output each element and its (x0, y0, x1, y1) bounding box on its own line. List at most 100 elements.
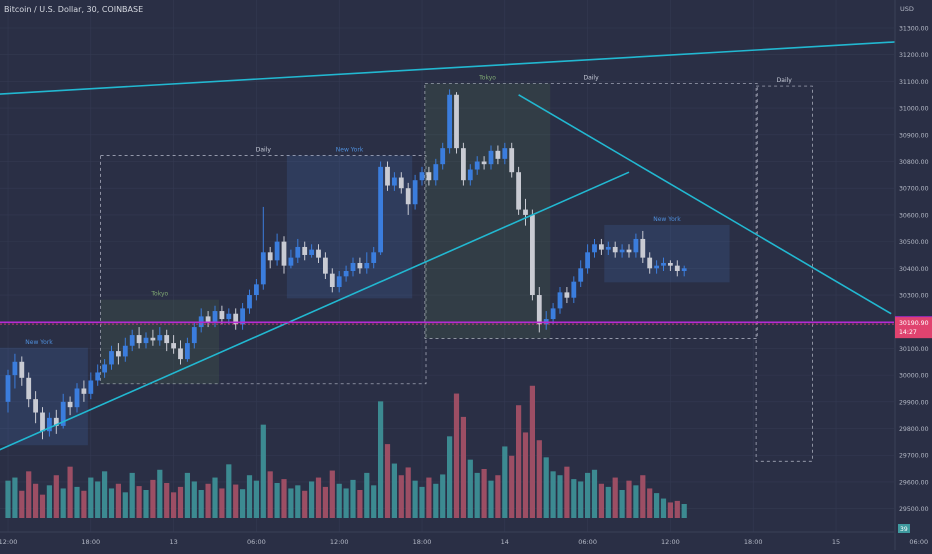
candle (88, 372, 94, 400)
candle-body (536, 295, 542, 325)
volume-bar (129, 472, 135, 518)
volume-bar (246, 475, 253, 518)
volume-bar (267, 471, 273, 518)
candle (150, 329, 156, 346)
session-label: Tokyo (150, 291, 168, 298)
candle (254, 279, 259, 301)
candle-body (447, 94, 452, 149)
candle (612, 241, 618, 258)
volume-bar (95, 481, 101, 518)
candle-body (467, 169, 473, 181)
session-label: Daily (777, 77, 793, 84)
candle-body (171, 343, 176, 349)
x-tick-label: 06:00 (578, 538, 597, 546)
trendline (0, 171, 630, 451)
volume-bar (488, 480, 494, 518)
candle-body (316, 249, 321, 258)
candle (302, 241, 308, 261)
volume-bar (640, 475, 646, 518)
volume-bar (81, 490, 87, 518)
candle-body (350, 262, 356, 271)
candle-body (5, 375, 11, 402)
volume-bar (205, 483, 211, 518)
candle (53, 409, 59, 434)
candle (33, 391, 38, 424)
volume-bar (647, 488, 653, 518)
candle (281, 236, 287, 274)
volume-bar (474, 472, 480, 518)
candle (129, 329, 135, 352)
volume-bar (108, 488, 115, 518)
candle (440, 142, 446, 170)
candle-body (323, 257, 328, 274)
candle (329, 268, 335, 293)
volume-bar (419, 486, 425, 518)
candle-body (385, 166, 390, 186)
volume-bar (240, 489, 246, 518)
volume-bar (529, 385, 535, 518)
volume-bar (440, 474, 446, 518)
candle (343, 265, 349, 282)
candle (633, 233, 639, 258)
candle-body (419, 172, 425, 181)
volume-bar (12, 477, 18, 518)
volume-bar (447, 436, 453, 518)
volume-bar (122, 492, 128, 518)
volume-bar (612, 477, 618, 518)
candle (661, 257, 666, 271)
candle (233, 308, 239, 330)
candle-body (605, 246, 611, 250)
candle (426, 166, 432, 186)
candle-body (260, 252, 266, 285)
candle-body (240, 308, 245, 325)
volume-bar (164, 483, 170, 518)
trendline (0, 38, 932, 95)
volume-bar (591, 469, 598, 518)
candle (157, 327, 163, 346)
candle-body (329, 273, 335, 288)
volume-bar (281, 479, 287, 518)
candle (109, 345, 114, 370)
candle-body (640, 238, 646, 258)
volume-bar (681, 504, 687, 518)
candle (523, 198, 528, 226)
candle (605, 241, 611, 255)
candle-body (371, 252, 377, 263)
volume-bar (88, 477, 94, 518)
y-tick-label: 30700.00 (899, 186, 929, 193)
volume-bar (536, 440, 542, 518)
candle-body (281, 241, 287, 266)
candle-body (599, 244, 604, 250)
candle (454, 92, 459, 154)
candle (116, 343, 121, 365)
candle-body (95, 372, 101, 381)
candle (81, 380, 87, 402)
x-tick-label: 15 (832, 538, 840, 546)
candle (495, 145, 501, 165)
candle-body (116, 351, 121, 357)
y-tick-label: 31300.00 (899, 26, 929, 33)
candle-body (191, 327, 197, 344)
candle (592, 238, 597, 258)
candle-body (392, 177, 397, 186)
volume-bar (302, 490, 308, 518)
candle-body (33, 399, 38, 413)
volume-bar (150, 479, 156, 518)
candle-body (550, 308, 556, 320)
volume-bar (74, 486, 80, 518)
volume-bar (364, 472, 370, 518)
candle-body (81, 388, 87, 394)
y-tick-label: 30300.00 (899, 293, 929, 300)
candle (536, 287, 542, 333)
volume-bar (384, 444, 391, 518)
candle (392, 172, 397, 191)
volume-bar (405, 467, 411, 518)
volume-bar (495, 475, 501, 518)
x-tick-label: 18:00 (81, 538, 100, 546)
session-box (604, 224, 730, 283)
session-label: Daily (583, 74, 599, 81)
candle (640, 230, 646, 263)
session-label: Tokyo (478, 74, 496, 81)
